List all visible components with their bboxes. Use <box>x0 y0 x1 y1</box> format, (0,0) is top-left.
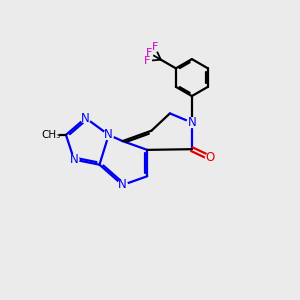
Text: CH₃: CH₃ <box>41 130 61 140</box>
Circle shape <box>150 42 160 52</box>
Circle shape <box>144 48 154 58</box>
Text: O: O <box>206 152 215 164</box>
Text: N: N <box>118 178 127 191</box>
Text: N: N <box>104 128 113 141</box>
Circle shape <box>43 127 59 143</box>
Circle shape <box>186 117 197 128</box>
Circle shape <box>68 154 80 165</box>
Text: N: N <box>81 112 90 124</box>
Circle shape <box>142 56 152 66</box>
Text: N: N <box>188 116 196 129</box>
Circle shape <box>205 152 216 164</box>
Circle shape <box>80 112 91 124</box>
Circle shape <box>103 129 114 140</box>
Circle shape <box>117 179 128 191</box>
Text: F: F <box>146 48 152 58</box>
Text: F: F <box>144 56 150 66</box>
Text: F: F <box>152 42 158 52</box>
Text: N: N <box>70 153 78 166</box>
